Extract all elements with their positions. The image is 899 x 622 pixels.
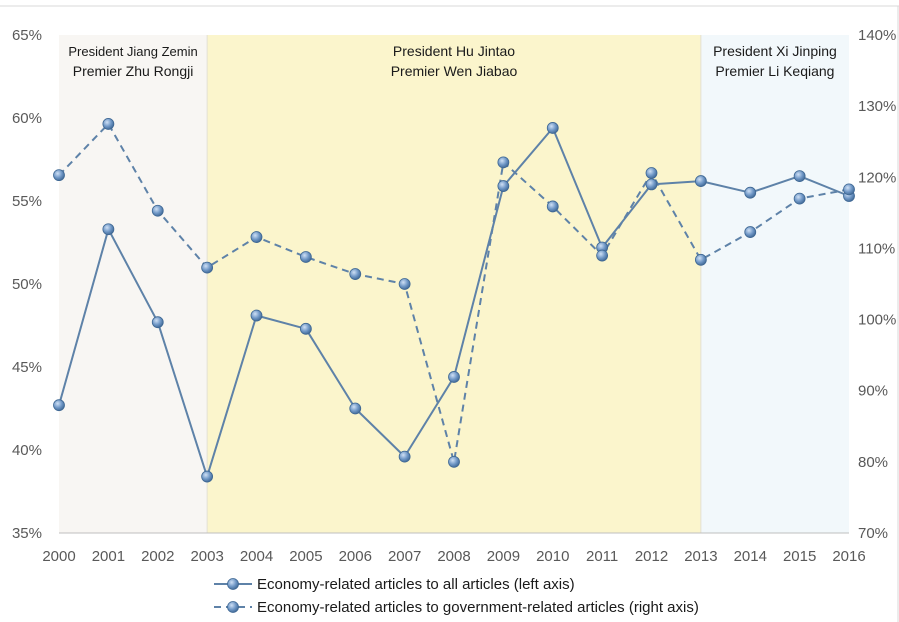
data-point-left	[398, 450, 411, 463]
era-band	[700, 35, 849, 533]
data-point-right	[299, 251, 312, 263]
series-line-right	[58, 122, 850, 463]
y-left-tick-label: 40%	[12, 442, 42, 459]
data-point-right	[398, 278, 411, 290]
data-point-left	[250, 309, 263, 322]
data-point-left	[299, 322, 312, 335]
data-point-right	[201, 261, 214, 274]
legend-label: Economy-related articles to government-r…	[257, 599, 699, 616]
y-right-tick-label: 100%	[858, 312, 896, 329]
x-tick-label: 2010	[536, 548, 569, 565]
legend-marker	[227, 601, 239, 613]
x-tick-label: 2006	[339, 548, 372, 565]
data-point-right	[694, 253, 707, 266]
y-left-tick-label: 45%	[12, 359, 42, 376]
y-right-tick-label: 90%	[858, 383, 888, 400]
x-tick-label: 2012	[635, 548, 668, 565]
data-point-left	[497, 180, 510, 192]
y-right-tick-label: 80%	[858, 454, 888, 471]
era-band	[207, 35, 701, 533]
x-tick-label: 2004	[240, 548, 273, 565]
y-left-tick-label: 35%	[12, 525, 42, 542]
y-right-tick-label: 130%	[858, 98, 896, 115]
data-point-left	[448, 371, 460, 383]
data-point-right	[596, 249, 609, 262]
data-point-left	[694, 175, 707, 187]
era-label: Premier Li Keqiang	[715, 63, 834, 79]
data-point-right	[843, 183, 855, 196]
data-point-left	[793, 170, 806, 183]
data-point-right	[793, 192, 806, 205]
x-tick-label: 2008	[437, 548, 470, 565]
era-label: President Hu Jintao	[393, 43, 515, 59]
data-point-right	[497, 156, 510, 169]
era-label: Premier Zhu Rongji	[73, 63, 194, 79]
data-point-left	[102, 223, 115, 236]
data-point-right	[102, 118, 115, 130]
x-tick-label: 2005	[289, 548, 322, 565]
y-left-tick-label: 55%	[12, 193, 42, 210]
y-right-tick-label: 140%	[858, 27, 896, 44]
data-point-left	[349, 402, 362, 415]
y-left-tick-label: 60%	[12, 110, 42, 127]
x-tick-label: 2013	[684, 548, 717, 565]
x-tick-label: 2014	[734, 548, 767, 565]
x-tick-label: 2011	[586, 548, 618, 565]
data-point-left	[744, 186, 757, 199]
data-point-right	[546, 200, 559, 213]
y-right-tick-label: 110%	[858, 240, 895, 257]
data-point-right	[151, 204, 164, 217]
x-tick-label: 2016	[832, 548, 865, 565]
x-tick-label: 2002	[141, 548, 174, 565]
y-right-tick-label: 120%	[858, 169, 896, 186]
x-tick-label: 2003	[190, 548, 223, 565]
y-left-tick-label: 50%	[12, 276, 42, 293]
era-label: President Xi Jinping	[713, 43, 837, 59]
x-tick-label: 2015	[783, 548, 816, 565]
data-point-left	[645, 178, 658, 191]
era-band	[59, 35, 208, 533]
data-point-left	[201, 470, 214, 483]
data-point-right	[448, 455, 460, 468]
y-left-tick-label: 65%	[12, 27, 42, 44]
data-point-left	[53, 399, 65, 412]
data-point-right	[250, 231, 263, 243]
x-tick-label: 2007	[388, 548, 421, 565]
era-label: President Jiang Zemin	[68, 44, 197, 59]
x-tick-label: 2001	[92, 548, 125, 565]
data-point-right	[744, 226, 757, 238]
y-right-tick-label: 70%	[858, 525, 888, 542]
data-point-right	[53, 169, 65, 182]
x-tick-label: 2000	[42, 548, 75, 565]
data-point-left	[546, 122, 559, 134]
data-point-left	[151, 316, 164, 329]
era-label: Premier Wen Jiabao	[391, 63, 518, 79]
legend-label: Economy-related articles to all articles…	[257, 576, 575, 593]
data-point-right	[349, 268, 362, 280]
x-tick-label: 2009	[487, 548, 520, 565]
data-point-right	[645, 167, 658, 179]
legend-marker	[227, 578, 239, 590]
